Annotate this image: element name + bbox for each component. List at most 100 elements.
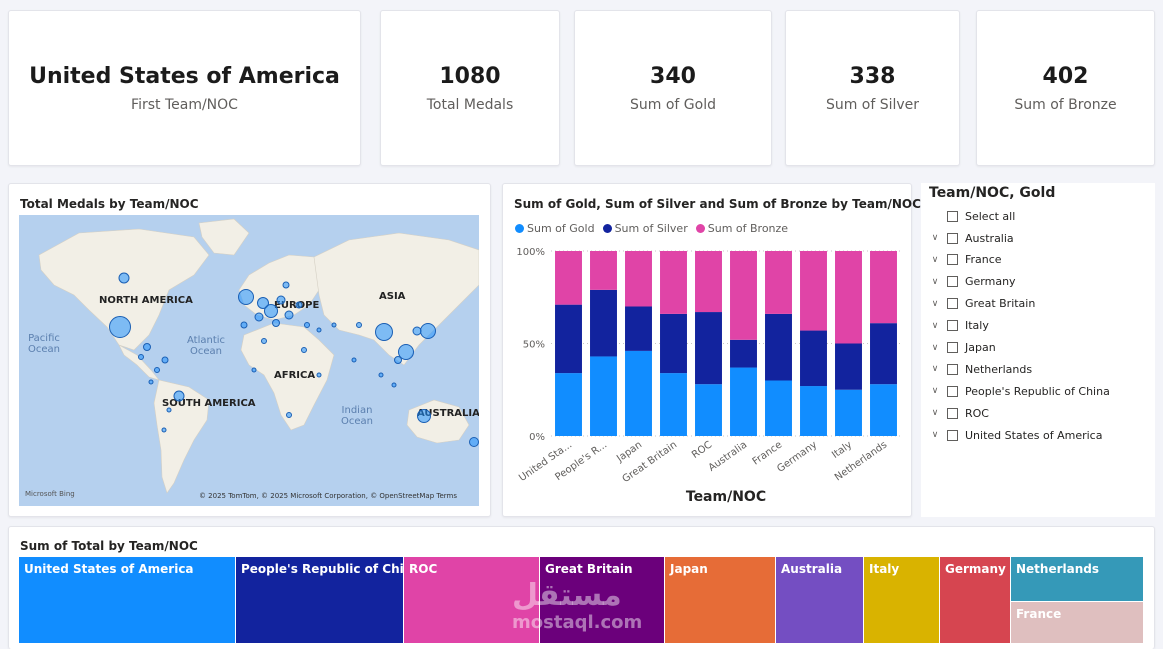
map-bubble[interactable] — [161, 356, 169, 364]
treemap-tile-australia[interactable]: Australia — [776, 557, 863, 643]
kpi-card-total-medals[interactable]: 1080 Total Medals — [380, 10, 560, 166]
map-bubble[interactable] — [251, 367, 257, 373]
checkbox-icon[interactable] — [947, 276, 958, 288]
bar-segment[interactable] — [800, 386, 827, 436]
kpi-card-silver[interactable]: 338 Sum of Silver — [785, 10, 960, 166]
slicer-item[interactable]: ∨ ROC — [929, 405, 989, 421]
map-bubble[interactable] — [391, 382, 397, 388]
checkbox-icon[interactable] — [947, 363, 958, 375]
checkbox-icon[interactable] — [947, 320, 958, 332]
chevron-down-icon[interactable]: ∨ — [931, 276, 939, 287]
checkbox-icon[interactable] — [947, 342, 958, 353]
map-bubble[interactable] — [417, 409, 431, 423]
map-bubble[interactable] — [284, 310, 294, 320]
bar-segment[interactable] — [590, 289, 617, 357]
map-bubble[interactable] — [316, 327, 322, 333]
legend-item-silver[interactable]: Sum of Silver — [602, 222, 688, 235]
bar-segment[interactable] — [765, 380, 792, 437]
map-bubble[interactable] — [316, 372, 322, 378]
map-bubble[interactable] — [109, 316, 131, 338]
bar-segment[interactable] — [870, 251, 897, 324]
bar-segment[interactable] — [800, 251, 827, 331]
checkbox-icon[interactable] — [947, 254, 958, 266]
slicer-item[interactable]: ∨ Australia — [929, 230, 1014, 246]
map-bubble[interactable] — [143, 343, 151, 351]
bar-segment[interactable] — [835, 343, 862, 390]
bar-segment[interactable] — [590, 356, 617, 436]
bar-segment[interactable] — [800, 330, 827, 387]
map-bubble[interactable] — [378, 372, 384, 378]
map-bubble[interactable] — [272, 319, 280, 327]
bar-segment[interactable] — [870, 384, 897, 436]
bar-segment[interactable] — [660, 373, 687, 436]
legend-item-bronze[interactable]: Sum of Bronze — [695, 222, 788, 235]
slicer-select-all[interactable]: Select all — [929, 208, 1015, 224]
checkbox-icon[interactable] — [947, 385, 958, 397]
slicer-item[interactable]: ∨ Netherlands — [929, 361, 1032, 377]
map-bubble[interactable] — [412, 326, 422, 336]
treemap-tile-great-britain[interactable]: Great Britain — [540, 557, 664, 643]
map-bubble[interactable] — [351, 357, 357, 363]
bar-segment[interactable] — [555, 373, 582, 436]
treemap-tile-japan[interactable]: Japan — [665, 557, 775, 643]
checkbox-icon[interactable] — [947, 429, 958, 441]
checkbox-icon[interactable] — [947, 232, 958, 244]
treemap-tile-usa[interactable]: United States of America — [19, 557, 235, 643]
treemap-tile-roc[interactable]: ROC — [404, 557, 539, 643]
map-bubble[interactable] — [254, 312, 264, 322]
slicer-item[interactable]: ∨ Germany — [929, 274, 1016, 290]
map-copyright[interactable]: © 2025 TomTom, © 2025 Microsoft Corporat… — [198, 492, 457, 500]
chevron-down-icon[interactable]: ∨ — [931, 364, 939, 375]
slicer-item[interactable]: ∨ France — [929, 252, 1002, 268]
map-bubble[interactable] — [286, 412, 292, 418]
map-bubble[interactable] — [301, 347, 307, 353]
map-bubble[interactable] — [375, 323, 393, 341]
bar-segment[interactable] — [695, 312, 722, 385]
map-bubble[interactable] — [356, 322, 362, 328]
chevron-down-icon[interactable]: ∨ — [931, 408, 939, 419]
chevron-down-icon[interactable]: ∨ — [931, 254, 939, 265]
bar-segment[interactable] — [590, 251, 617, 290]
map-bubble[interactable] — [261, 338, 267, 344]
checkbox-icon[interactable] — [947, 298, 958, 310]
treemap-tile-italy[interactable]: Italy — [864, 557, 939, 643]
bar-segment[interactable] — [625, 306, 652, 351]
chevron-down-icon[interactable]: ∨ — [931, 342, 939, 353]
kpi-card-bronze[interactable]: 402 Sum of Bronze — [976, 10, 1155, 166]
bar-segment[interactable] — [555, 304, 582, 374]
map-bubble[interactable] — [161, 427, 167, 433]
bar-segment[interactable] — [765, 313, 792, 381]
legend-item-gold[interactable]: Sum of Gold — [515, 222, 595, 235]
slicer-item[interactable]: ∨ United States of America — [929, 427, 1103, 443]
map-bubble[interactable] — [295, 301, 303, 309]
bar-segment[interactable] — [730, 367, 757, 436]
bar-segment[interactable] — [730, 339, 757, 368]
map-bubble[interactable] — [276, 295, 286, 305]
chevron-down-icon[interactable]: ∨ — [931, 430, 939, 441]
bar-segment[interactable] — [660, 313, 687, 374]
map-bubble[interactable] — [469, 437, 479, 447]
slicer-item[interactable]: ∨ Italy — [929, 318, 989, 334]
map-bubble[interactable] — [264, 304, 278, 318]
chevron-down-icon[interactable]: ∨ — [931, 386, 939, 397]
treemap-tile-china[interactable]: People's Republic of China — [236, 557, 403, 643]
bar-segment[interactable] — [835, 251, 862, 344]
bar-segment[interactable] — [660, 251, 687, 314]
bar-segment[interactable] — [625, 350, 652, 436]
slicer-item[interactable]: ∨ Japan — [929, 340, 996, 356]
map-bubble[interactable] — [118, 272, 130, 284]
bar-segment[interactable] — [695, 384, 722, 436]
map-bubble[interactable] — [331, 322, 337, 328]
bar-segment[interactable] — [730, 251, 757, 340]
stacked-bar-visual[interactable]: Sum of Gold, Sum of Silver and Sum of Br… — [502, 183, 921, 517]
map-bubble[interactable] — [166, 407, 172, 413]
map-bubble[interactable] — [148, 379, 154, 385]
slicer-item[interactable]: ∨ Great Britain — [929, 296, 1036, 312]
chevron-down-icon[interactable]: ∨ — [931, 320, 939, 331]
map-bubble[interactable] — [420, 323, 436, 339]
checkbox-icon[interactable] — [947, 210, 958, 222]
bar-segment[interactable] — [555, 251, 582, 305]
map-bubble[interactable] — [398, 344, 414, 360]
map-bubble[interactable] — [154, 367, 160, 373]
bar-segment[interactable] — [835, 389, 862, 436]
